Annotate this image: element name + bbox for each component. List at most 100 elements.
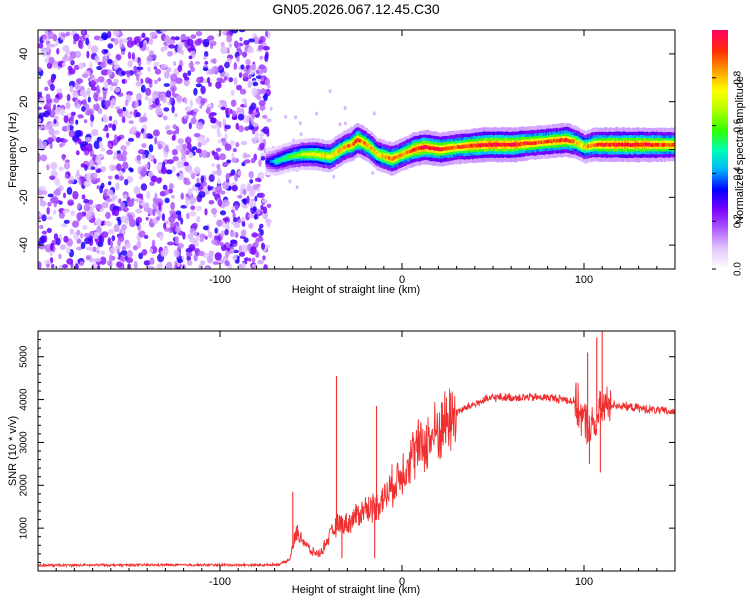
noise-speckle (166, 125, 171, 130)
colorbar-swatch (712, 165, 728, 169)
noise-speckle (94, 55, 100, 63)
colorbar-swatch (712, 111, 728, 115)
noise-speckle (133, 186, 141, 195)
noise-speckle (113, 64, 119, 70)
noise-speckle (250, 157, 256, 164)
noise-speckle (193, 108, 199, 113)
noise-speckle (248, 171, 254, 179)
noise-speckle (235, 141, 240, 148)
noise-speckle (102, 116, 109, 123)
colorbar-swatch (712, 53, 728, 57)
colorbar-swatch (712, 89, 728, 93)
noise-speckle (54, 106, 63, 115)
snr-plot-area[interactable] (38, 331, 675, 571)
colorbar-swatch (712, 249, 728, 252)
noise-speckle (87, 96, 91, 103)
noise-speckle (257, 259, 264, 265)
colorbar-swatch (712, 235, 728, 238)
noise-speckle (93, 231, 99, 240)
noise-speckle (61, 33, 68, 38)
noise-speckle (252, 206, 257, 212)
colorbar-swatch (712, 201, 728, 204)
noise-speckle (94, 165, 99, 170)
noise-speckle (220, 106, 226, 111)
noise-speckle (111, 196, 115, 202)
noise-speckle (62, 209, 69, 214)
colorbar-swatch (712, 30, 728, 33)
noise-speckle (108, 181, 112, 186)
noise-speckle (233, 217, 238, 223)
noise-speckle (212, 261, 220, 265)
noise-speckle (125, 141, 131, 146)
noise-speckle (220, 230, 226, 237)
noise-speckle (63, 219, 70, 224)
noise-speckle (122, 194, 128, 199)
noise-speckle (371, 171, 375, 175)
noise-speckle (62, 154, 66, 161)
noise-speckle (205, 190, 210, 195)
noise-speckle (129, 168, 134, 173)
noise-speckle (252, 81, 259, 87)
noise-speckle (126, 242, 131, 249)
noise-speckle (151, 175, 158, 183)
noise-speckle (157, 111, 164, 116)
noise-speckle (234, 204, 239, 209)
noise-speckle (154, 136, 158, 145)
noise-speckle (157, 143, 163, 150)
noise-speckle (103, 92, 107, 100)
noise-speckle (149, 181, 155, 186)
noise-speckle (182, 143, 188, 151)
noise-speckle (174, 113, 179, 118)
noise-speckle (175, 210, 182, 215)
noise-speckle (134, 198, 142, 203)
noise-speckle (121, 224, 127, 231)
noise-speckle (74, 263, 79, 269)
noise-speckle (72, 135, 80, 142)
noise-speckle (224, 260, 230, 267)
colorbar-swatch (712, 115, 728, 119)
noise-speckle (73, 33, 80, 42)
noise-speckle (148, 78, 153, 85)
noise-speckle (83, 180, 91, 188)
noise-speckle (135, 100, 139, 108)
noise-speckle (40, 235, 46, 244)
noise-speckle (116, 261, 123, 268)
noise-speckle (96, 185, 100, 190)
noise-speckle (90, 80, 96, 87)
noise-speckle (121, 245, 127, 251)
noise-speckle (89, 247, 94, 252)
noise-speckle (91, 129, 99, 136)
colorbar-swatch (712, 171, 728, 174)
noise-speckle (243, 40, 250, 46)
noise-speckle (168, 39, 176, 44)
noise-speckle (263, 93, 268, 102)
noise-speckle (199, 104, 203, 109)
noise-speckle (172, 81, 177, 86)
spectrogram-xlabel: Height of straight line (km) (292, 284, 420, 296)
noise-speckle (109, 85, 114, 92)
noise-speckle (259, 142, 265, 150)
colorbar-swatch (712, 121, 728, 125)
noise-speckle (185, 252, 193, 257)
colorbar-swatch (712, 41, 728, 45)
colorbar-swatch (712, 217, 728, 220)
noise-speckle (138, 252, 144, 260)
noise-speckle (156, 177, 162, 184)
noise-speckle (243, 159, 251, 164)
noise-speckle (217, 198, 223, 207)
noise-speckle (125, 114, 133, 119)
noise-speckle (174, 36, 180, 41)
noise-speckle (157, 77, 161, 82)
noise-speckle (47, 193, 54, 198)
noise-speckle (62, 45, 70, 52)
noise-speckle (176, 172, 180, 177)
noise-speckle (125, 70, 132, 75)
snr-series-line (38, 382, 675, 569)
noise-speckle (185, 198, 189, 208)
noise-speckle (65, 31, 70, 37)
noise-speckle (238, 244, 242, 253)
colorbar-swatch (712, 91, 728, 95)
noise-speckle (169, 210, 174, 215)
noise-speckle (122, 106, 127, 112)
noise-speckle (46, 163, 50, 171)
